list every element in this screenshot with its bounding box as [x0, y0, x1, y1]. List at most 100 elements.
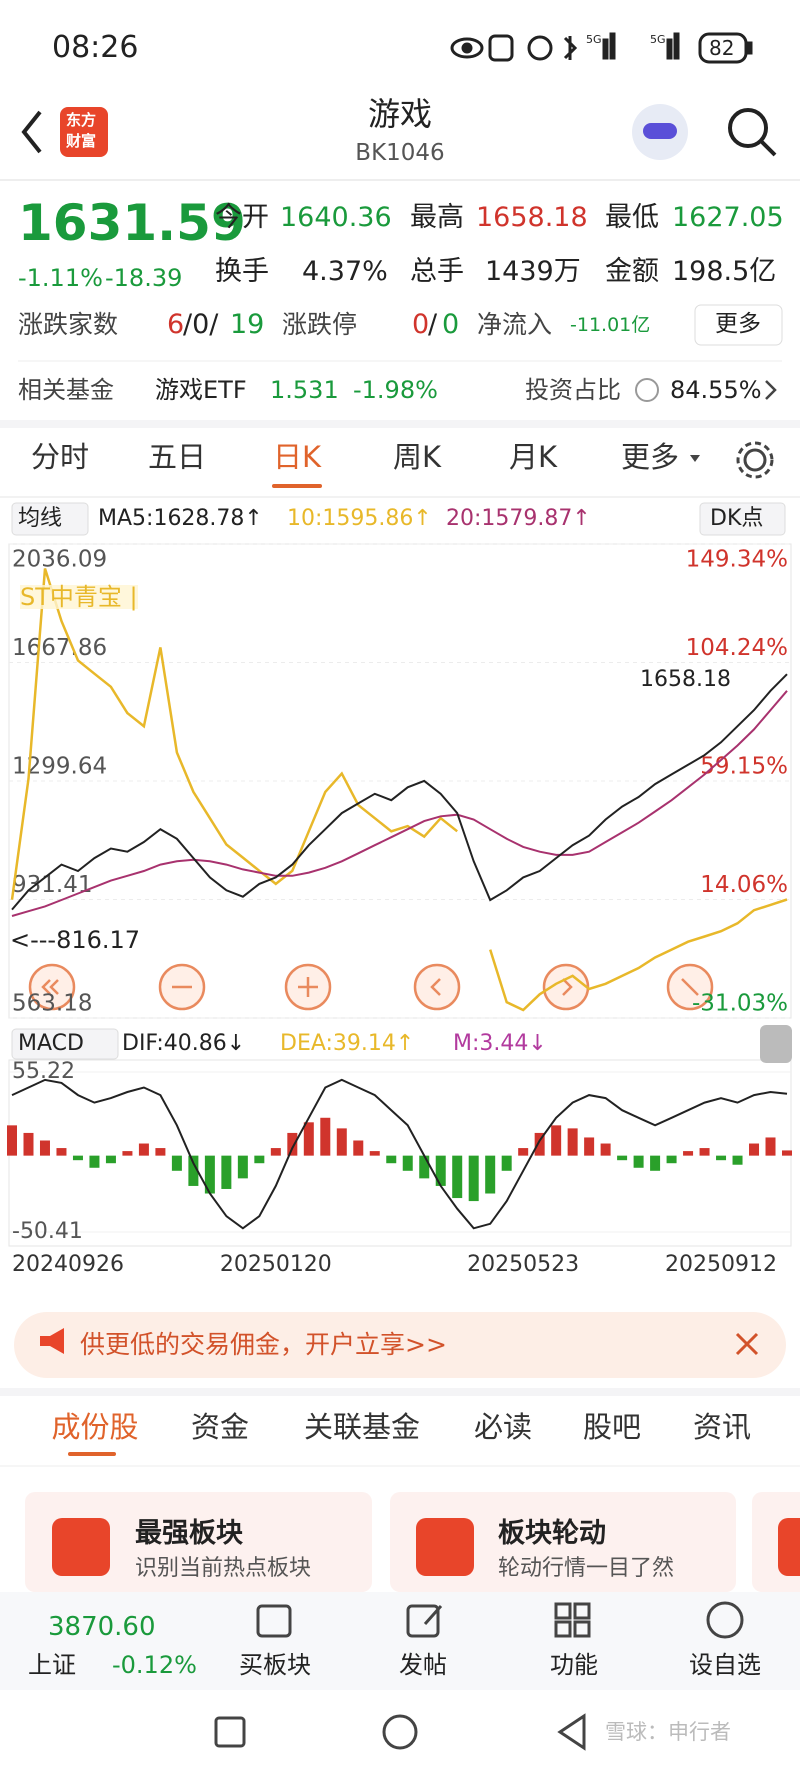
macd-bar — [452, 1155, 463, 1199]
period-tab[interactable]: 月K — [508, 440, 558, 474]
period-tab[interactable]: 五日 — [147, 440, 207, 474]
battery: 82 — [709, 36, 735, 60]
stat-label: 总手 — [410, 256, 464, 287]
macd-bar — [534, 1132, 545, 1156]
period-tab[interactable]: 更多 — [620, 440, 680, 474]
macd-bar — [89, 1155, 100, 1168]
action-label[interactable]: 发帖 — [399, 1651, 447, 1679]
help-icon[interactable] — [635, 378, 659, 402]
page-title: 游戏 — [367, 95, 433, 133]
ma-selector[interactable] — [11, 502, 89, 536]
y-tick-label: 2036.09 — [12, 547, 107, 573]
macd-bar — [369, 1151, 380, 1156]
fund-arrow[interactable] — [765, 380, 777, 400]
system-nav[interactable] — [214, 1713, 586, 1751]
index-name[interactable]: 上证 — [28, 1651, 76, 1679]
dif-label: DIF:40.86↓ — [122, 1031, 246, 1056]
change-pct: -1.11% — [18, 264, 103, 292]
macd-bar — [270, 1148, 281, 1156]
divider — [0, 496, 800, 498]
stat-value: 4.37% — [302, 256, 388, 287]
macd-bar — [105, 1155, 116, 1164]
action-label[interactable]: 功能 — [550, 1651, 598, 1679]
stat-label: 最高 — [410, 202, 464, 233]
macd-bar — [72, 1155, 83, 1161]
settings-button[interactable] — [736, 441, 774, 479]
y2-tick-label: 149.34% — [686, 547, 788, 573]
ma20-line — [11, 690, 788, 917]
banner-close[interactable] — [735, 1332, 759, 1356]
ma5: MA5:1628.78↑ — [98, 506, 263, 531]
action-icons[interactable] — [256, 1601, 744, 1639]
banner[interactable] — [14, 1312, 786, 1378]
section-tab[interactable]: 关联基金 — [303, 1410, 421, 1444]
macd-selector[interactable] — [11, 1028, 119, 1060]
x-tick-label: 20250120 — [220, 1252, 332, 1277]
more-button[interactable] — [694, 304, 783, 346]
collapse-button[interactable] — [760, 1025, 792, 1063]
macd-bar — [567, 1128, 578, 1156]
bottom-bar — [0, 1592, 800, 1690]
macd-bar — [749, 1143, 760, 1156]
dk-button[interactable] — [699, 502, 786, 536]
macd-selector-label[interactable]: MACD — [18, 1031, 84, 1056]
search-button[interactable] — [728, 108, 777, 157]
action-label[interactable]: 设自选 — [689, 1651, 761, 1679]
card-title[interactable]: 最强板块 — [135, 1518, 243, 1549]
card[interactable] — [25, 1492, 372, 1592]
section-tab[interactable]: 资金 — [190, 1410, 250, 1444]
stat-value: 1640.36 — [280, 202, 392, 233]
macd-bar — [402, 1155, 413, 1171]
y-tick-label: 1299.64 — [12, 753, 107, 779]
y2-tick-label: -31.03% — [692, 991, 788, 1017]
back-button[interactable] — [21, 110, 42, 154]
more-button-label[interactable]: 更多 — [715, 311, 761, 337]
macd-bar — [204, 1155, 215, 1194]
logo — [60, 107, 108, 157]
fund-label: 相关基金 — [18, 376, 114, 404]
watermark: 雪球：申行者 — [605, 1720, 731, 1744]
stat-label: 换手 — [215, 256, 269, 287]
section-tab[interactable]: 成份股 — [51, 1410, 139, 1444]
stat-value: 1658.18 — [476, 202, 588, 233]
stat-value: 1439万 — [485, 256, 581, 287]
page-code: BK1046 — [355, 140, 445, 166]
x-tick-label: 20240926 — [12, 1252, 124, 1277]
y2-tick-label: 104.24% — [686, 635, 788, 661]
macd-bar — [336, 1128, 347, 1156]
ma10: 10:1595.86↑ — [287, 506, 432, 531]
banner-text[interactable]: 供更低的交易佣金，开户立享>> — [80, 1330, 447, 1359]
macd-bar — [435, 1155, 446, 1186]
fund-name[interactable]: 游戏ETF — [155, 376, 247, 404]
stat-value: 198.5亿 — [672, 256, 777, 287]
macd-bar — [551, 1125, 562, 1156]
breadth-up: 6 — [167, 309, 185, 340]
ma-selector-label[interactable]: 均线 — [18, 506, 63, 531]
chart-nav[interactable] — [28, 963, 714, 1011]
macd-bar — [732, 1155, 743, 1165]
card-subtitle: 轮动行情一目了然 — [498, 1556, 675, 1581]
fund-share: 84.55% — [670, 376, 762, 404]
low-label: <---816.17 — [10, 926, 141, 954]
card[interactable] — [390, 1492, 736, 1592]
card-title[interactable]: 板块轮动 — [498, 1518, 606, 1549]
section-tab[interactable]: 资讯 — [692, 1410, 752, 1444]
compare-name[interactable]: ST中青宝 | — [20, 583, 138, 611]
macd-bar — [617, 1155, 628, 1161]
macd-bar — [7, 1125, 17, 1156]
y2-tick-label: 14.06% — [700, 872, 788, 898]
status-icons — [450, 32, 753, 64]
macd-bar — [188, 1155, 199, 1186]
index-value: 3870.60 — [48, 1612, 156, 1642]
fund-price: 1.531 — [270, 376, 339, 404]
period-tab[interactable]: 日K — [272, 440, 322, 474]
dk-label[interactable]: DK点 — [710, 506, 764, 531]
macd-bar — [633, 1155, 644, 1168]
period-tab[interactable]: 分时 — [30, 440, 90, 474]
logo-text: 东方 — [66, 111, 97, 129]
action-label[interactable]: 买板块 — [239, 1651, 311, 1679]
section-tab[interactable]: 必读 — [473, 1410, 533, 1444]
period-tab[interactable]: 周K — [392, 440, 442, 474]
section-tab[interactable]: 股吧 — [582, 1410, 642, 1444]
